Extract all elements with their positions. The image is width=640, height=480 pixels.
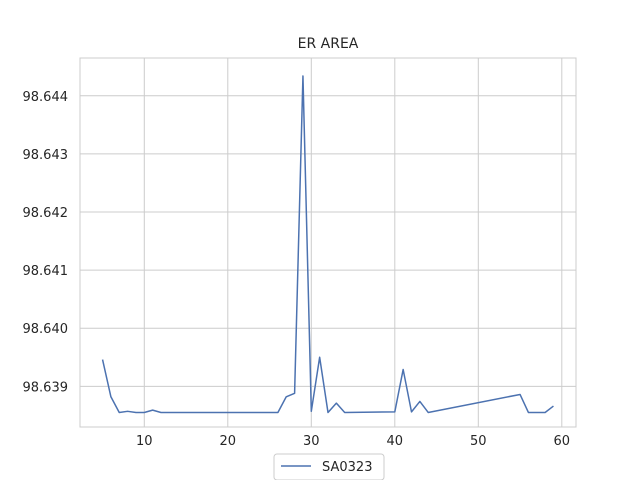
y-tick-label: 98.640 [23,322,69,337]
chart-title: ER AREA [298,36,359,52]
x-tick-label: 60 [554,434,571,449]
legend-label-sa0323: SA0323 [322,460,372,475]
y-tick-label: 98.639 [23,380,69,395]
y-axis-ticks: 98.639 98.640 98.641 98.642 98.643 98.644 [23,90,69,396]
x-tick-label: 40 [387,434,404,449]
x-tick-label: 10 [136,434,153,449]
x-tick-label: 20 [220,434,237,449]
y-tick-label: 98.643 [23,148,69,163]
x-tick-label: 50 [470,434,487,449]
legend-box [273,453,385,480]
x-tick-label: 30 [303,434,320,449]
legend: SA0323 [273,453,385,480]
x-axis-ticks: 10 20 30 40 50 60 [136,434,570,449]
grid-lines [80,58,576,427]
y-tick-label: 98.642 [23,206,69,221]
series-line-sa0323 [101,75,554,414]
y-tick-label: 98.641 [23,264,69,279]
y-tick-label: 98.644 [23,90,69,105]
plot-area [79,57,577,428]
series-group [101,75,554,414]
